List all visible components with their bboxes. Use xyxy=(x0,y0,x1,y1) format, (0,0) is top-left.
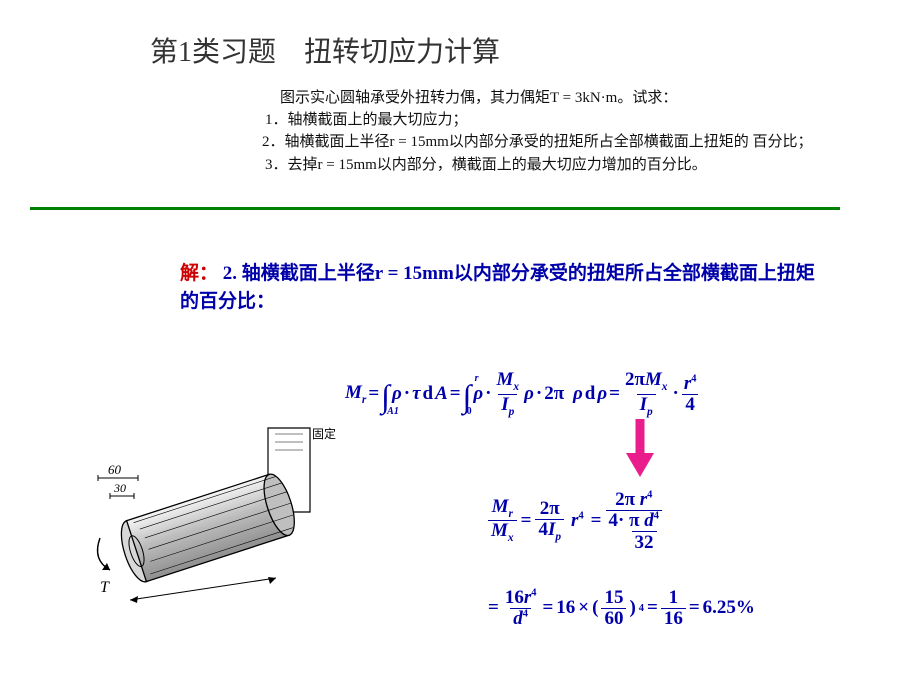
problem-q3: 3．去掉r = 15mm以内部分，横截面上的最大切应力增加的百分比。 xyxy=(265,155,820,177)
svg-text:T: T xyxy=(100,579,110,596)
problem-q2: 2．轴横截面上半径r = 15mm以内部分承受的扭矩所占全部横截面上扭矩的 百分… xyxy=(262,132,820,154)
svg-text:60: 60 xyxy=(108,462,122,477)
problem-statement: 图示实心圆轴承受外扭转力偶，其力偶矩T = 3kN·m。试求： 1．轴横截面上的… xyxy=(280,88,820,177)
down-arrow-icon xyxy=(620,415,660,480)
solution-text: 2. 轴横截面上半径r = 15mm以内部分承受的扭矩所占全部横截面上扭矩的百分… xyxy=(180,263,815,312)
svg-text:30: 30 xyxy=(113,481,126,495)
divider-rule xyxy=(30,207,840,210)
page-title: 第1类习题 扭转切应力计算 xyxy=(150,30,860,70)
solution-label: 解： xyxy=(180,263,218,284)
fixed-label: 固定 xyxy=(312,426,336,441)
problem-intro: 图示实心圆轴承受外扭转力偶，其力偶矩T = 3kN·m。试求： xyxy=(280,88,820,110)
equation-ratio: Mr Mx = 2π 4Ip r4 = 2π r4 4· π d4 32 xyxy=(488,490,662,552)
equation-integral: Mr = ∫ A1 ρ·τdA = ∫ r 0 ρ· Mx Ip ρ·2π ρd… xyxy=(345,370,699,419)
shaft-figure: 固定 60 30 T xyxy=(80,420,340,620)
equation-result: = 16r4 d4 = 16×( 15 60 )4 = 1 16 = 6.25% xyxy=(488,588,755,629)
solution-heading: 解： 2. 轴横截面上半径r = 15mm以内部分承受的扭矩所占全部横截面上扭矩… xyxy=(180,260,820,315)
problem-q1: 1．轴横截面上的最大切应力； xyxy=(265,110,820,132)
solution-block: 解： 2. 轴横截面上半径r = 15mm以内部分承受的扭矩所占全部横截面上扭矩… xyxy=(180,260,820,315)
